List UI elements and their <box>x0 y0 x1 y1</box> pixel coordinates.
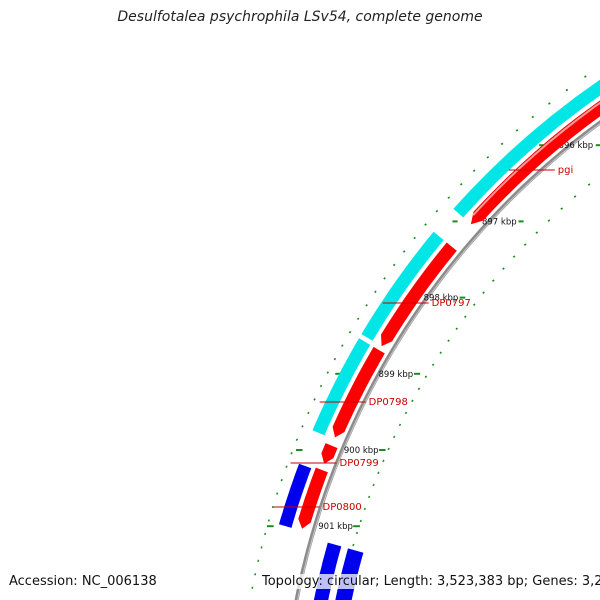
minor-tick-left <box>392 435 396 439</box>
minor-tick-right <box>319 384 323 388</box>
feature-blue[interactable] <box>279 463 312 528</box>
minor-tick-right <box>424 223 427 226</box>
minor-tick-right <box>515 129 519 132</box>
minor-tick-right <box>413 236 416 240</box>
minor-tick-left <box>587 183 591 186</box>
minor-tick-left <box>447 339 450 343</box>
minor-tick-left <box>535 231 539 234</box>
minor-tick-right <box>459 182 463 186</box>
minor-tick-left <box>560 207 563 210</box>
minor-tick-right <box>276 492 279 495</box>
minor-tick-right <box>285 465 288 468</box>
minor-tick-left <box>573 195 577 198</box>
minor-tick-right <box>267 519 270 522</box>
minor-tick-right <box>307 411 310 415</box>
tick-label: 899 kbp <box>379 370 414 380</box>
tick-label: 900 kbp <box>344 446 379 456</box>
minor-tick-left <box>472 303 476 306</box>
minor-tick-right <box>271 505 274 509</box>
minor-tick-left <box>424 375 428 379</box>
minor-tick-left <box>455 327 459 331</box>
minor-tick-left <box>464 315 467 319</box>
minor-tick-right <box>301 425 304 428</box>
minor-tick-left <box>492 279 495 282</box>
tick-label: 896 kbp <box>559 141 594 151</box>
minor-tick-right <box>356 317 360 321</box>
tick-label: 897 kbp <box>482 217 517 227</box>
gene-cds-highlight[interactable] <box>472 94 600 216</box>
feature-cyan[interactable] <box>361 231 444 341</box>
minor-tick-right <box>500 142 504 146</box>
minor-tick-left <box>417 387 421 391</box>
minor-tick-left <box>359 519 362 523</box>
minor-tick-right <box>295 438 299 442</box>
minor-tick-right <box>447 196 451 199</box>
minor-tick-left <box>398 423 402 427</box>
minor-tick-left <box>363 507 366 511</box>
tick-label: 901 kbp <box>318 522 353 532</box>
minor-tick-right <box>383 277 386 280</box>
minor-tick-right <box>365 303 368 307</box>
minor-tick-right <box>280 478 283 482</box>
minor-tick-left <box>382 459 385 463</box>
minor-tick-left <box>352 543 355 547</box>
minor-tick-right <box>348 330 352 334</box>
gene-label[interactable]: DP0800 <box>323 502 362 513</box>
gene-cds-red[interactable] <box>332 346 385 438</box>
minor-tick-right <box>326 371 330 374</box>
minor-tick-right <box>374 290 377 294</box>
minor-tick-right <box>565 88 569 92</box>
gene-label[interactable]: DP0798 <box>369 397 408 408</box>
genome-backbone <box>294 120 600 600</box>
minor-tick-right <box>341 344 344 347</box>
minor-tick-right <box>402 250 406 253</box>
feature-cyan[interactable] <box>312 338 371 436</box>
minor-tick-right <box>392 263 396 267</box>
minor-tick-left <box>367 495 371 499</box>
feature-bottom-blue-2[interactable] <box>313 542 342 600</box>
minor-tick-left <box>387 447 390 451</box>
minor-tick-right <box>548 102 551 105</box>
minor-tick-left <box>355 531 359 535</box>
minor-tick-right <box>486 156 490 159</box>
minor-tick-right <box>584 75 587 78</box>
gene-label[interactable]: DP0799 <box>340 458 379 469</box>
feature-cyan[interactable] <box>453 24 600 218</box>
minor-tick-left <box>411 399 414 403</box>
gene-cds-red[interactable] <box>321 443 338 464</box>
gene-label[interactable]: DP0797 <box>432 298 471 309</box>
minor-tick-right <box>313 398 316 401</box>
minor-tick-right <box>290 451 293 455</box>
minor-tick-left <box>482 291 485 294</box>
gene-cds-red[interactable] <box>381 242 457 347</box>
minor-tick-right <box>264 532 267 536</box>
minor-tick-right <box>531 115 535 119</box>
minor-tick-left <box>377 471 380 475</box>
tick-label: 898 kbp <box>424 294 459 304</box>
genome-backbone-highlight <box>297 123 600 600</box>
gene-cds-red[interactable] <box>298 467 328 529</box>
gene-cds-red[interactable] <box>470 91 600 225</box>
topology-text: Topology: circular; Length: 3,523,383 bp… <box>262 574 600 589</box>
minor-tick-left <box>431 363 435 367</box>
minor-tick-left <box>502 267 505 270</box>
map-title: Desulfotalea psychrophila LSv54, complet… <box>117 9 483 25</box>
minor-tick-left <box>523 243 527 246</box>
minor-tick-left <box>547 219 551 222</box>
accession-text: Accession: NC_006138 <box>9 574 157 589</box>
minor-tick-left <box>404 411 408 415</box>
minor-tick-right <box>472 169 476 173</box>
gene-label[interactable]: pgi <box>558 165 573 176</box>
minor-tick-left <box>439 351 442 355</box>
minor-tick-right <box>435 209 439 213</box>
minor-tick-left <box>372 483 375 487</box>
minor-tick-right <box>333 357 337 361</box>
minor-tick-left <box>512 255 516 258</box>
